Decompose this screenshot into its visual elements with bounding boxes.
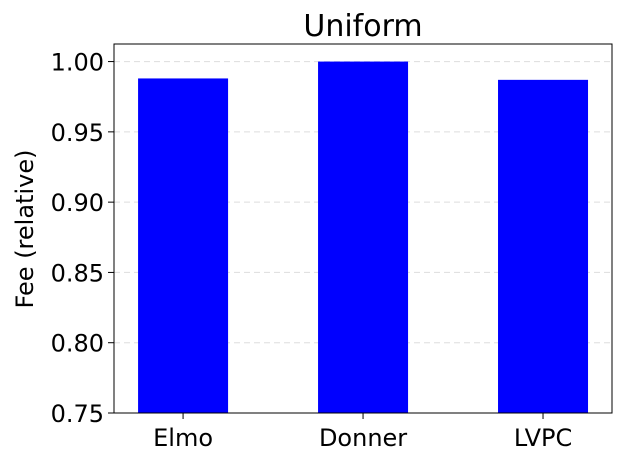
- x-axis-ticks: Elmo Donner LVPC: [153, 413, 572, 452]
- y-tick-label: 0.85: [51, 259, 104, 287]
- y-axis-ticks: 0.75 0.80 0.85 0.90 0.95 1.00: [51, 49, 114, 428]
- y-axis-label: Fee (relative): [11, 150, 39, 309]
- y-tick-label: 0.95: [51, 119, 104, 147]
- y-tick-label: 0.75: [51, 400, 104, 428]
- plot-area-frame: [113, 43, 613, 414]
- x-tick-label: LVPC: [514, 424, 572, 452]
- y-tick-label: 0.90: [51, 189, 104, 217]
- y-tick-label: 0.80: [51, 330, 104, 358]
- x-tick-label: Donner: [319, 424, 407, 452]
- bar-elmo: [138, 78, 229, 413]
- chart-title: Uniform: [303, 9, 422, 44]
- bar-lvpc: [498, 79, 589, 414]
- x-tick-label: Elmo: [153, 424, 213, 452]
- bars: [138, 61, 589, 414]
- y-tick-label: 1.00: [51, 49, 104, 77]
- bar-donner: [318, 61, 409, 413]
